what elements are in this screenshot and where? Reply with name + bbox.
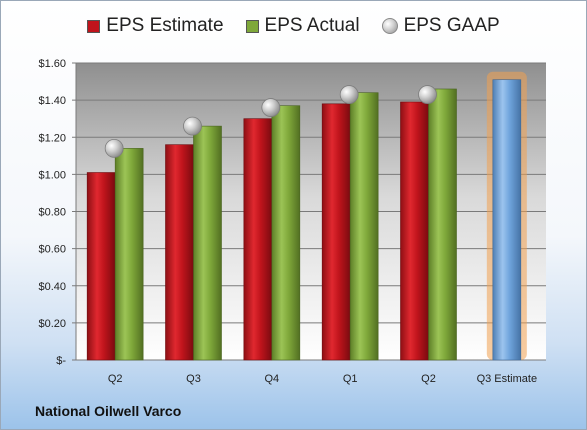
marker-eps-gaap bbox=[104, 138, 124, 158]
y-tick-label: $- bbox=[56, 355, 66, 367]
bar-eps-estimate bbox=[165, 144, 194, 361]
marker-eps-gaap bbox=[339, 85, 359, 104]
bar-eps-estimate bbox=[86, 172, 116, 361]
x-tick-label: Q1 bbox=[343, 373, 358, 385]
legend-item-gaap: EPS GAAP bbox=[381, 15, 500, 37]
marker-eps-gaap bbox=[418, 85, 437, 104]
legend-item-actual: EPS Actual bbox=[245, 15, 360, 37]
y-tick-label: $0.40 bbox=[38, 281, 66, 293]
legend-swatch-estimate bbox=[87, 19, 101, 33]
company-title: National Oilwell Varco bbox=[35, 403, 182, 419]
y-tick-label: $1.60 bbox=[38, 58, 66, 70]
bar-eps-actual bbox=[193, 125, 222, 361]
y-tick-label: $1.00 bbox=[38, 169, 66, 181]
bar-q3-estimate bbox=[492, 79, 522, 361]
x-tick-label: Q3 Estimate bbox=[477, 373, 538, 385]
x-tick-label: Q3 bbox=[186, 373, 201, 385]
marker-eps-gaap bbox=[261, 98, 281, 117]
chart-legend: EPS Estimate EPS Actual EPS GAAP bbox=[1, 15, 586, 37]
bar-eps-actual bbox=[114, 148, 144, 361]
x-tick-label: Q2 bbox=[421, 373, 436, 385]
y-tick-label: $1.40 bbox=[38, 95, 66, 107]
bar-eps-estimate bbox=[321, 103, 351, 361]
y-tick-label: $1.20 bbox=[38, 132, 66, 144]
legend-label-actual: EPS Actual bbox=[264, 15, 360, 36]
bar-eps-actual bbox=[271, 105, 301, 361]
bar-eps-estimate bbox=[243, 118, 273, 361]
legend-swatch-actual bbox=[245, 19, 259, 33]
marker-eps-gaap bbox=[183, 116, 202, 136]
bar-eps-actual bbox=[349, 92, 379, 361]
legend-item-estimate: EPS Estimate bbox=[87, 15, 224, 37]
bar-eps-actual bbox=[428, 88, 457, 361]
x-tick-label: Q4 bbox=[264, 373, 279, 385]
legend-label-estimate: EPS Estimate bbox=[106, 15, 224, 36]
legend-swatch-gaap bbox=[381, 18, 398, 34]
y-tick-label: $0.80 bbox=[38, 207, 66, 219]
y-tick-label: $0.60 bbox=[38, 244, 66, 256]
y-tick-label: $0.20 bbox=[38, 318, 66, 330]
bar-eps-estimate bbox=[400, 101, 429, 361]
legend-label-gaap: EPS GAAP bbox=[403, 15, 500, 36]
x-tick-label: Q2 bbox=[108, 373, 123, 385]
